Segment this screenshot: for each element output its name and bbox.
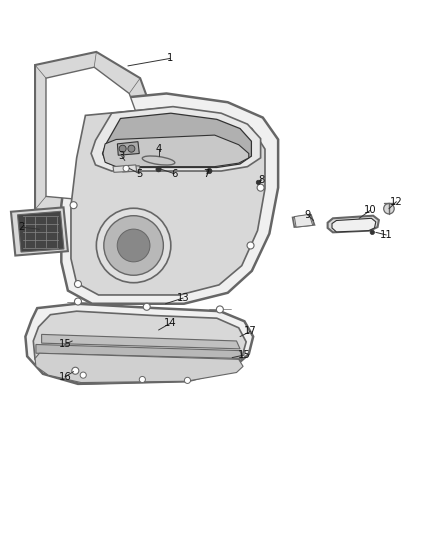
Polygon shape: [33, 311, 246, 384]
Text: 10: 10: [364, 205, 376, 215]
Polygon shape: [71, 108, 265, 295]
Circle shape: [74, 298, 81, 305]
Text: 2: 2: [18, 222, 24, 232]
Text: 6: 6: [171, 168, 177, 179]
Ellipse shape: [142, 156, 175, 165]
Polygon shape: [294, 214, 313, 227]
Text: 3: 3: [119, 151, 125, 161]
Polygon shape: [18, 211, 64, 252]
Text: 12: 12: [390, 197, 403, 207]
Circle shape: [384, 204, 394, 214]
Circle shape: [156, 167, 161, 172]
Polygon shape: [11, 207, 68, 255]
Polygon shape: [103, 135, 249, 167]
Circle shape: [370, 230, 374, 235]
Circle shape: [117, 229, 150, 262]
Polygon shape: [332, 219, 376, 232]
Circle shape: [216, 306, 223, 313]
Polygon shape: [46, 67, 142, 201]
Polygon shape: [102, 113, 251, 167]
Text: 13: 13: [177, 293, 189, 303]
Polygon shape: [36, 344, 243, 359]
Circle shape: [207, 168, 212, 174]
Circle shape: [70, 201, 77, 209]
Circle shape: [74, 280, 81, 287]
Text: 11: 11: [380, 230, 393, 240]
Circle shape: [184, 377, 191, 383]
Circle shape: [139, 376, 145, 383]
Text: 15: 15: [238, 350, 251, 360]
Circle shape: [119, 145, 126, 152]
Circle shape: [128, 145, 135, 152]
Circle shape: [257, 184, 264, 191]
Circle shape: [80, 372, 86, 378]
Text: 16: 16: [58, 372, 71, 382]
Text: 14: 14: [164, 318, 176, 328]
Text: 17: 17: [244, 326, 257, 336]
Polygon shape: [61, 93, 278, 304]
Polygon shape: [122, 166, 140, 172]
Polygon shape: [35, 52, 158, 214]
Polygon shape: [293, 215, 314, 227]
Polygon shape: [42, 334, 240, 349]
Text: 5: 5: [136, 168, 142, 179]
Circle shape: [104, 216, 163, 275]
Text: 15: 15: [58, 340, 71, 350]
Polygon shape: [35, 353, 243, 383]
Polygon shape: [91, 107, 261, 171]
Circle shape: [256, 180, 261, 184]
Text: 4: 4: [155, 144, 162, 154]
Polygon shape: [117, 142, 139, 155]
Circle shape: [143, 303, 150, 310]
Circle shape: [72, 367, 79, 374]
Polygon shape: [25, 304, 253, 384]
Polygon shape: [113, 165, 137, 172]
Circle shape: [96, 208, 171, 282]
Text: 8: 8: [259, 175, 265, 185]
Circle shape: [247, 242, 254, 249]
Text: 1: 1: [167, 53, 173, 63]
Circle shape: [123, 165, 129, 172]
Polygon shape: [328, 216, 379, 232]
Text: 9: 9: [304, 210, 311, 220]
Text: 7: 7: [204, 168, 210, 179]
